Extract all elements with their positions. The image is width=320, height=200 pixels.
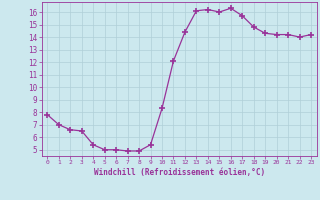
- X-axis label: Windchill (Refroidissement éolien,°C): Windchill (Refroidissement éolien,°C): [94, 168, 265, 177]
